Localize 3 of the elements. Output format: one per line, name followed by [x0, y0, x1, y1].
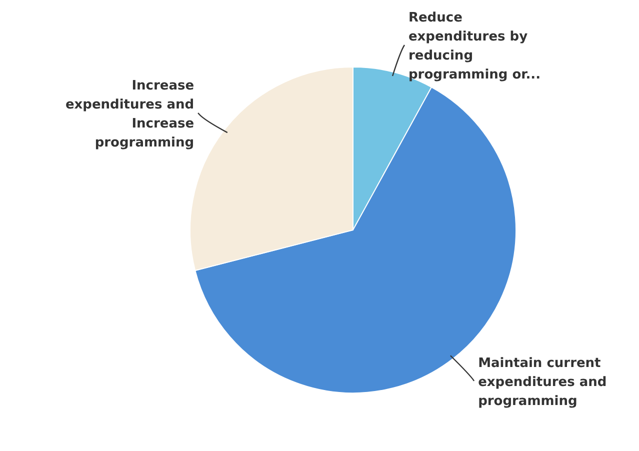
slice-label: Maintain current expenditures and programming	[478, 356, 607, 409]
slice-label: Increase expenditures and Increase programming	[65, 78, 194, 150]
slice-label: Reduce expenditures by reducing programming or...	[408, 10, 541, 82]
